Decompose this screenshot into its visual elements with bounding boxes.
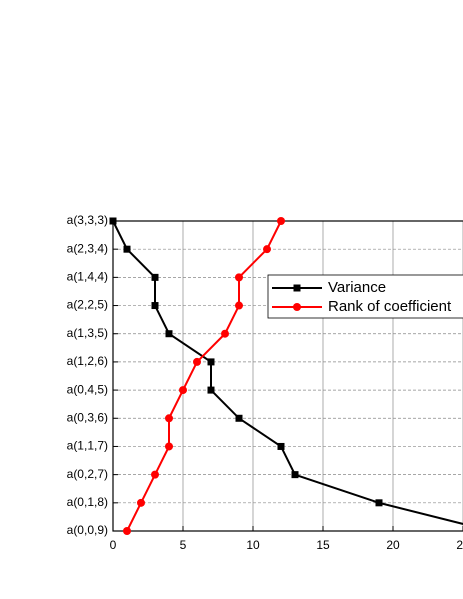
marker — [151, 302, 159, 310]
marker — [165, 442, 173, 451]
marker — [109, 217, 117, 225]
legend-label: Variance — [328, 279, 386, 296]
marker — [151, 273, 159, 281]
y-tick-label: a(0,4,5) — [67, 382, 108, 396]
marker — [123, 527, 131, 535]
marker — [293, 284, 301, 292]
marker — [235, 273, 243, 282]
x-tick-label: 20 — [386, 538, 400, 552]
marker — [207, 386, 215, 394]
x-tick-label: 10 — [246, 538, 260, 552]
marker — [235, 414, 243, 422]
y-tick-label: a(0,1,8) — [67, 495, 108, 509]
marker — [193, 357, 201, 366]
marker — [221, 329, 229, 338]
y-tick-label: a(2,3,4) — [67, 241, 108, 255]
y-tick-label: a(1,2,6) — [67, 354, 108, 368]
legend-label: Rank of coefficient — [328, 298, 452, 315]
marker — [277, 217, 285, 225]
marker — [165, 414, 173, 423]
line — [112, 220, 463, 525]
marker — [235, 301, 243, 310]
x-tick-label: 15 — [316, 538, 330, 552]
y-tick-label: a(1,1,7) — [67, 439, 108, 453]
legend-box — [267, 274, 463, 319]
marker — [137, 498, 145, 507]
y-tick-label: a(3,3,3) — [67, 213, 108, 227]
plot-frame — [112, 220, 463, 532]
x-tick-label: 5 — [180, 538, 187, 552]
x-tick-label: 0 — [110, 538, 117, 552]
x-tick-label: 25 — [456, 538, 463, 552]
y-tick-label: a(1,4,4) — [67, 270, 108, 284]
marker — [179, 386, 187, 395]
marker — [375, 499, 383, 507]
y-tick-label: a(2,2,5) — [67, 298, 108, 312]
y-tick-label: a(0,0,9) — [67, 523, 108, 537]
marker — [123, 245, 131, 253]
marker — [293, 303, 301, 311]
marker — [263, 245, 271, 254]
y-tick-label: a(0,3,6) — [67, 410, 108, 424]
marker — [207, 358, 215, 366]
y-tick-label: a(1,3,5) — [67, 326, 108, 340]
line — [126, 220, 282, 532]
marker — [277, 442, 285, 450]
marker — [151, 470, 159, 479]
marker — [291, 471, 299, 479]
y-tick-label: a(0,2,7) — [67, 467, 108, 481]
marker — [165, 330, 173, 338]
